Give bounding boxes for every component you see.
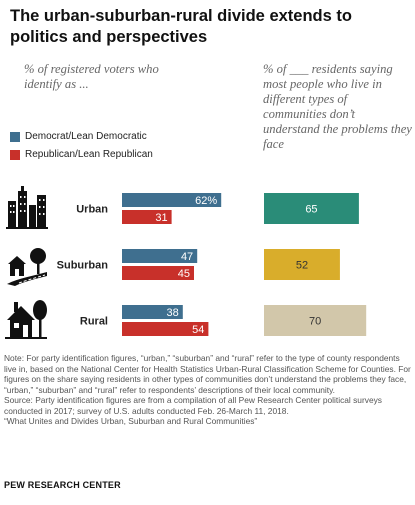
bar-label-not-understood-urban: 65 [305, 204, 317, 216]
bar-democrat-rural [122, 305, 183, 319]
source-text: Source: Party identification figures are… [4, 395, 382, 416]
suburban-road-icon [7, 248, 47, 286]
left-panel-subtitle: % of registered voters who identify as .… [24, 62, 159, 91]
bar-label-not-understood-suburban: 52 [296, 260, 308, 272]
bar-label-not-understood-rural: 70 [309, 316, 321, 328]
bar-label-republican-urban: 31 [155, 212, 167, 224]
bar-republican-suburban [122, 266, 194, 280]
bar-label-republican-rural: 54 [192, 324, 204, 336]
legend-swatch-republican [10, 149, 20, 160]
category-label-rural: Rural [80, 316, 108, 328]
bar-label-democrat-rural: 38 [167, 307, 179, 319]
bar-label-democrat-suburban: 47 [181, 251, 193, 263]
category-label-suburban: Suburban [57, 260, 109, 272]
notes: Note: For party identification figures, … [4, 353, 412, 427]
bar-republican-rural [122, 322, 209, 336]
bar-not-understood-urban [264, 193, 359, 224]
bar-label-republican-suburban: 45 [178, 268, 190, 280]
rural-house-icon [5, 300, 47, 339]
city-skyline-icon [6, 186, 48, 229]
chart-title: The urban-suburban-rural divide extends … [10, 7, 352, 46]
bar-republican-urban [122, 210, 172, 224]
legend-label-democrat: Democrat/Lean Democratic [25, 131, 147, 142]
report-title-text: “What Unites and Divides Urban, Suburban… [4, 416, 258, 426]
legend-item-democrat: Democrat/Lean Democratic [10, 131, 147, 142]
right-panel-subtitle: % of ___ residents saying most people wh… [263, 62, 412, 151]
legend-swatch-democrat [10, 131, 20, 142]
source-organization: PEW RESEARCH CENTER [4, 480, 121, 490]
note-text: Note: For party identification figures, … [4, 353, 411, 395]
category-label-urban: Urban [76, 204, 108, 216]
bar-democrat-urban [122, 193, 222, 207]
bar-democrat-suburban [122, 249, 198, 263]
legend-item-republican: Republican/Lean Republican [10, 149, 153, 160]
bar-not-understood-suburban [264, 249, 340, 280]
bar-label-democrat-urban: 62% [195, 195, 217, 207]
bar-not-understood-rural [264, 305, 367, 336]
legend-label-republican: Republican/Lean Republican [25, 149, 153, 160]
